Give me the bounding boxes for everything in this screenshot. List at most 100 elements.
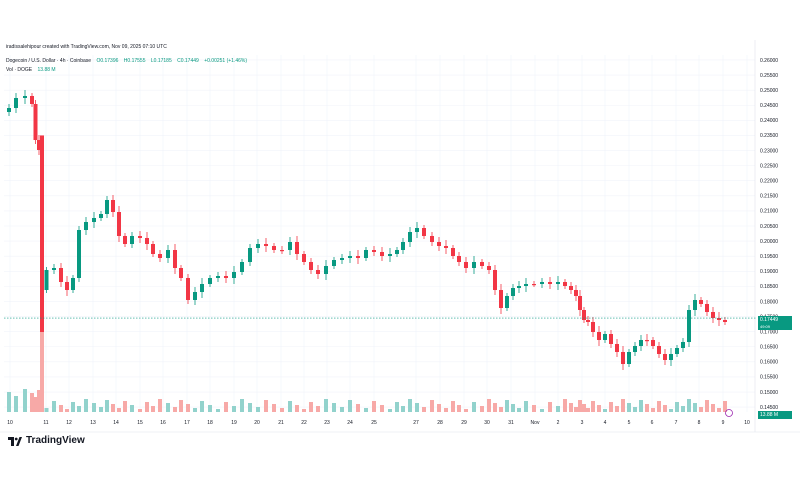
x-tick-label: Nov	[531, 420, 540, 426]
candle-body	[633, 346, 637, 352]
open-value: O0.17396	[96, 58, 119, 64]
candle-body	[415, 228, 419, 232]
candle-body	[99, 214, 103, 218]
x-tick-label: 11	[43, 420, 48, 426]
volume-bar	[563, 399, 567, 412]
volume-bar	[633, 407, 637, 412]
candle-body	[240, 262, 244, 272]
volume-bar	[574, 407, 578, 412]
candle-body	[33, 104, 38, 140]
volume-bar	[151, 406, 155, 412]
candle-body	[280, 250, 284, 252]
y-tick-label: 0.17000	[760, 329, 778, 335]
candle-body	[186, 278, 190, 300]
y-tick-label: 0.20500	[760, 224, 778, 230]
volume-bar	[705, 400, 709, 412]
tradingview-logo-text: TradingView	[26, 435, 85, 446]
volume-bar	[548, 402, 552, 412]
volume-bar	[591, 401, 595, 412]
x-tick-label: 6	[651, 420, 654, 426]
volume-bar	[480, 406, 484, 412]
candle-body	[517, 286, 521, 288]
volume-bar	[105, 400, 109, 412]
x-tick-label: 16	[160, 420, 166, 426]
x-tick-label: 10	[744, 420, 750, 426]
volume-bar	[615, 406, 619, 412]
candle-body	[540, 282, 544, 284]
candle-body	[348, 256, 352, 258]
volume-bar	[645, 404, 649, 412]
volume-bar	[30, 393, 34, 412]
candle-body	[569, 286, 573, 290]
volume-bar	[145, 402, 149, 412]
y-tick-label: 0.16000	[760, 360, 778, 366]
candle-body	[77, 230, 81, 278]
volume-bar	[99, 407, 103, 412]
volume-bar	[117, 408, 121, 412]
candle-body	[591, 322, 595, 332]
candle-body	[264, 244, 268, 246]
volume-bar	[52, 401, 56, 412]
candle-body	[59, 268, 63, 282]
candle-body	[193, 292, 197, 300]
candle-body	[173, 250, 177, 268]
volume-bar	[532, 405, 536, 412]
candle-body	[295, 242, 299, 254]
volume-bar	[138, 409, 142, 412]
candle-body	[248, 248, 252, 262]
volume-bar	[499, 407, 503, 412]
y-tick-label: 0.22500	[760, 163, 778, 169]
candle-body	[309, 262, 313, 270]
x-tick-label: 18	[207, 420, 213, 426]
volume-bar	[657, 401, 661, 412]
candle-body	[563, 282, 567, 286]
volume-bar	[272, 404, 276, 412]
candle-body	[65, 282, 69, 290]
x-tick-label: 21	[278, 420, 284, 426]
volume-bar	[348, 400, 352, 412]
candle-body	[681, 342, 685, 348]
candle-body	[84, 222, 88, 230]
countdown-tag: 49:09	[758, 323, 792, 330]
y-tick-label: 0.15500	[760, 375, 778, 381]
tradingview-logo-icon	[8, 436, 22, 446]
volume-bar	[224, 402, 228, 412]
x-tick-label: 10	[7, 420, 13, 426]
candle-body	[627, 352, 631, 364]
volume-bar	[597, 405, 601, 412]
x-tick-label: 17	[184, 420, 190, 426]
volume-bar	[130, 405, 134, 412]
high-value: H0.17555	[123, 58, 146, 64]
candle-body	[105, 200, 109, 214]
candle-body	[356, 256, 360, 258]
candle-body	[675, 348, 679, 354]
candle-body	[151, 244, 155, 254]
symbol-label[interactable]: Dogecoin / U.S. Dollar · 4h · Coinbase	[6, 58, 92, 64]
candle-body	[388, 254, 392, 256]
candle-body	[457, 256, 461, 262]
x-tick-label: 2	[557, 420, 560, 426]
volume-bar	[663, 405, 667, 412]
volume-bar	[14, 396, 18, 412]
volume-label[interactable]: Vol · DOGE	[6, 67, 33, 73]
candle-body	[480, 262, 484, 266]
candle-body	[657, 346, 661, 354]
x-tick-label: 25	[371, 420, 377, 426]
candle-body	[651, 340, 655, 346]
candle-body	[578, 296, 582, 310]
candle-body	[639, 340, 643, 346]
x-tick-label: 29	[461, 420, 467, 426]
volume-bar	[711, 404, 715, 412]
x-tick-label: 23	[324, 420, 330, 426]
volume-bar	[316, 406, 320, 412]
volume-bar	[193, 408, 197, 412]
candle-body	[408, 232, 412, 242]
candle-body	[302, 254, 306, 262]
volume-bar	[540, 409, 544, 412]
candle-body	[324, 266, 328, 274]
candle-body	[487, 266, 491, 270]
y-tick-label: 0.18500	[760, 284, 778, 290]
volume-bar	[609, 402, 613, 412]
tradingview-logo: TradingView	[8, 435, 85, 446]
